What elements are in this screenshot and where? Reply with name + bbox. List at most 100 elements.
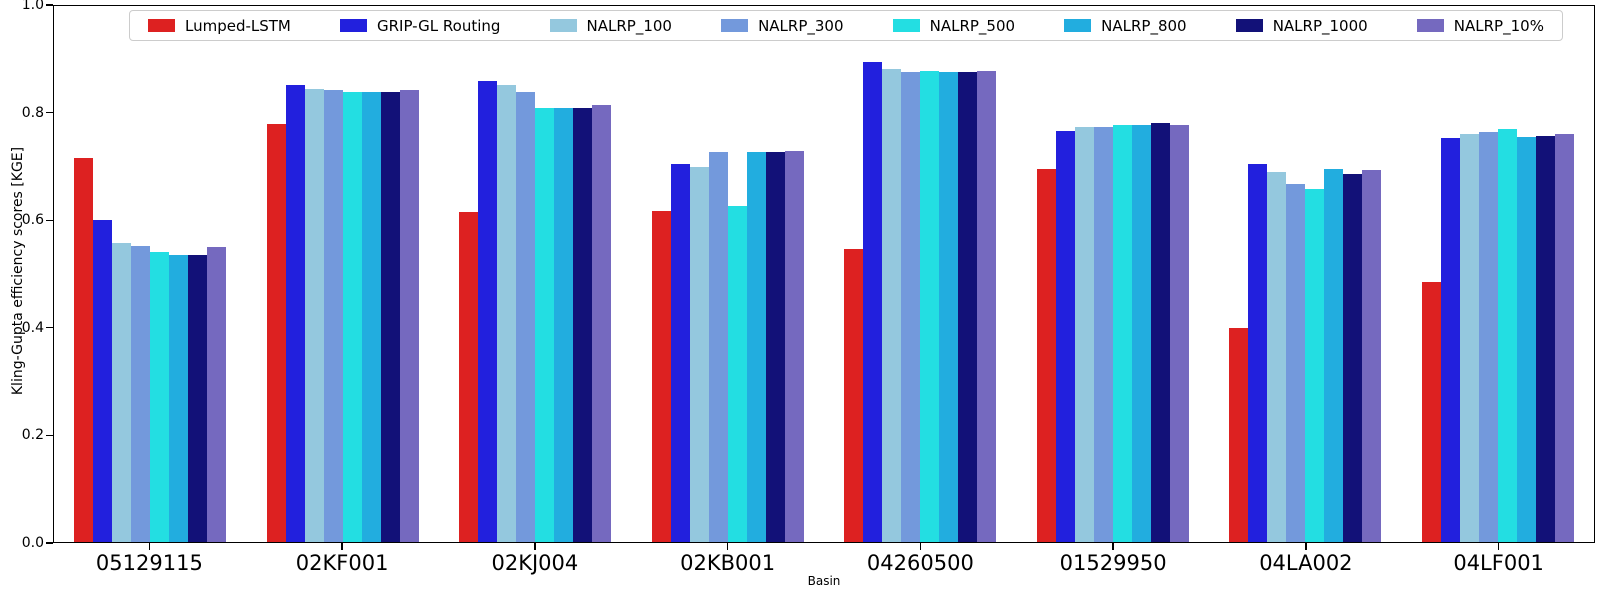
bar-NALRP_10%-02KJ004 [592, 105, 612, 542]
bar-NALRP_1000-02KJ004 [573, 108, 593, 542]
x-tick-mark [534, 543, 536, 550]
x-tick-label-01529950: 01529950 [1059, 551, 1167, 575]
bar-NALRP_1000-04260500 [958, 72, 978, 542]
bar-NALRP_1000-02KF001 [380, 91, 400, 542]
legend-swatch-icon [549, 19, 577, 32]
basin-group-04260500 [824, 6, 1017, 542]
bar-NALRP_10%-05129115 [207, 246, 227, 542]
bars-04LF001 [1421, 6, 1574, 542]
legend-label: GRIP-GL Routing [377, 16, 501, 35]
legend-label: Lumped-LSTM [185, 16, 291, 35]
legend-label: NALRP_100 [586, 16, 672, 35]
bar-groups [54, 6, 1594, 542]
bars-04LA002 [1229, 6, 1382, 542]
bar-Lumped-LSTM-05129115 [74, 157, 94, 542]
basin-group-01529950 [1017, 6, 1210, 542]
y-axis-label: Kling-Gupta efficiency scores [KGE] [10, 146, 26, 396]
bar-NALRP_500-02KF001 [342, 92, 362, 542]
bars-02KB001 [651, 6, 804, 542]
basin-group-04LA002 [1209, 6, 1402, 542]
legend-label: NALRP_800 [1101, 16, 1187, 35]
y-tick-label: 0.0 [21, 535, 44, 551]
bar-NALRP_100-04LA002 [1267, 171, 1287, 542]
bar-NALRP_10%-04LF001 [1554, 133, 1574, 542]
bar-NALRP_300-02KF001 [323, 90, 343, 542]
bar-GRIP-GL Routing-04260500 [863, 61, 883, 542]
x-tick-label-05129115: 05129115 [95, 551, 203, 575]
bar-NALRP_300-04LA002 [1286, 183, 1306, 542]
legend-label: NALRP_10% [1453, 16, 1544, 35]
bar-NALRP_800-04LF001 [1516, 137, 1536, 542]
bar-NALRP_10%-04LA002 [1362, 170, 1382, 542]
bar-NALRP_300-04LF001 [1478, 131, 1498, 542]
bar-NALRP_500-02KJ004 [535, 107, 555, 542]
x-tick-mark [341, 543, 343, 550]
legend-label: NALRP_300 [758, 16, 844, 35]
legend-swatch-icon [148, 19, 175, 32]
legend-swatch-icon [1235, 19, 1263, 32]
legend-label: NALRP_500 [929, 16, 1016, 35]
legend-swatch-icon [340, 19, 367, 32]
bar-NALRP_300-02KB001 [708, 151, 728, 542]
bar-GRIP-GL Routing-02KF001 [285, 85, 305, 542]
y-tick-label: 0.6 [21, 212, 44, 229]
x-axis-label: Basin [807, 574, 841, 588]
y-tick-label: 0.2 [21, 427, 44, 444]
bar-Lumped-LSTM-02KF001 [266, 124, 286, 542]
legend-item-GRIP-GL Routing: GRIP-GL Routing [340, 17, 500, 35]
bars-04260500 [844, 6, 997, 542]
bar-GRIP-GL Routing-05129115 [93, 219, 113, 542]
basin-group-04LF001 [1402, 6, 1595, 542]
bar-NALRP_1000-04LA002 [1343, 173, 1363, 542]
basin-group-02KJ004 [439, 6, 632, 542]
y-tick-label: 1.0 [21, 0, 44, 13]
bar-NALRP_500-02KB001 [727, 206, 747, 542]
plot-area: Lumped-LSTM GRIP-GL Routing NALRP_100 NALRP… [53, 5, 1595, 543]
legend-item-Lumped-LSTM: Lumped-LSTM [148, 17, 291, 35]
legend-item-NALRP_10%: NALRP_10% [1416, 16, 1544, 35]
bar-NALRP_100-02KF001 [304, 89, 324, 542]
bar-Lumped-LSTM-02KJ004 [459, 211, 479, 542]
bar-NALRP_10%-04260500 [977, 71, 997, 542]
x-tick-mark [1497, 543, 1500, 550]
bar-NALRP_500-01529950 [1112, 125, 1132, 542]
bar-NALRP_100-02KB001 [689, 166, 709, 542]
bars-02KF001 [266, 6, 419, 542]
x-tick-label-02KJ004: 02KJ004 [491, 551, 579, 575]
x-tick-label-04260500: 04260500 [866, 551, 974, 575]
x-tick-mark [1305, 543, 1307, 550]
legend-item-NALRP_500: NALRP_500 [892, 16, 1016, 35]
bar-NALRP_300-02KJ004 [516, 91, 536, 542]
bar-NALRP_1000-04LF001 [1535, 136, 1555, 542]
basin-group-05129115 [54, 6, 247, 542]
x-tick-mark [1112, 543, 1114, 550]
bar-NALRP_1000-01529950 [1150, 122, 1170, 542]
bar-GRIP-GL Routing-04LF001 [1440, 138, 1460, 542]
bar-NALRP_100-02KJ004 [497, 84, 517, 542]
bar-NALRP_300-04260500 [901, 72, 921, 542]
x-tick-label-04LA002: 04LA002 [1259, 551, 1353, 575]
bar-NALRP_100-04260500 [882, 69, 902, 542]
bar-Lumped-LSTM-04LA002 [1229, 327, 1249, 542]
legend-item-NALRP_300: NALRP_300 [721, 16, 844, 35]
bar-NALRP_500-04LA002 [1305, 188, 1325, 542]
bar-Lumped-LSTM-02KB001 [651, 211, 671, 542]
legend-swatch-icon [892, 19, 920, 32]
bar-NALRP_10%-02KB001 [784, 150, 804, 542]
bar-GRIP-GL Routing-01529950 [1055, 131, 1075, 542]
bar-NALRP_800-01529950 [1131, 125, 1151, 542]
bars-02KJ004 [459, 6, 612, 542]
bar-NALRP_100-05129115 [112, 242, 132, 542]
y-tick-mark [46, 327, 53, 329]
bar-Lumped-LSTM-04260500 [844, 248, 864, 542]
y-tick-label: 0.4 [21, 319, 44, 336]
bar-NALRP_800-04LA002 [1324, 169, 1344, 542]
bar-GRIP-GL Routing-02KB001 [670, 163, 690, 542]
y-tick-mark [46, 4, 53, 6]
legend-swatch-icon [1416, 19, 1444, 32]
x-tick-mark [726, 543, 729, 550]
bar-NALRP_800-02KB001 [746, 151, 766, 542]
bar-NALRP_300-01529950 [1093, 127, 1113, 542]
legend-item-NALRP_100: NALRP_100 [549, 16, 672, 35]
